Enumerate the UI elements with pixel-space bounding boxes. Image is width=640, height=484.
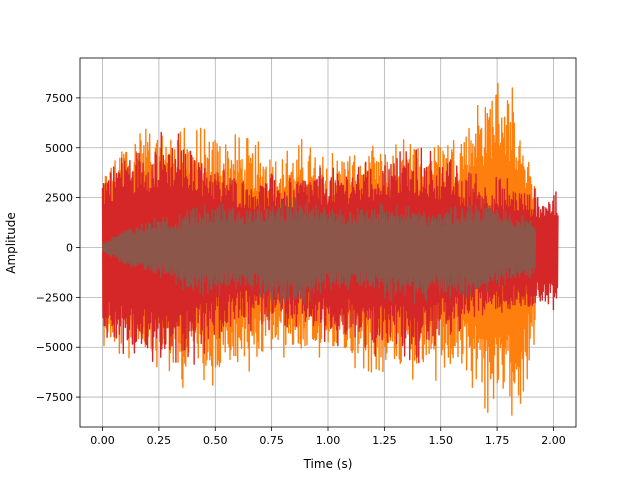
series-line-2 [101, 197, 537, 306]
x-tick-label: 1.25 [372, 434, 397, 447]
y-tick-label: −5000 [36, 341, 73, 354]
x-tick-label: 0.50 [203, 434, 228, 447]
y-tick-label: −2500 [36, 291, 73, 304]
y-tick-label: 0 [66, 241, 73, 254]
y-tick-label: −7500 [36, 391, 73, 404]
y-tick-label: 2500 [45, 192, 73, 205]
y-tick-label: 5000 [45, 142, 73, 155]
x-tick-label: 2.00 [541, 434, 566, 447]
x-tick-label: 1.50 [428, 434, 453, 447]
x-tick-label: 0.75 [259, 434, 284, 447]
x-axis-label: Time (s) [303, 457, 353, 471]
x-tick-label: 0.25 [147, 434, 172, 447]
y-tick-label: 7500 [45, 92, 73, 105]
x-tick-label: 1.75 [485, 434, 510, 447]
series-line-1 [101, 131, 559, 365]
series-layer [101, 82, 559, 416]
x-axis-ticks: 0.00 0.25 0.50 0.75 1.00 1.25 1.50 1.75 2.00 [90, 427, 566, 447]
y-axis-label: Amplitude [4, 212, 18, 274]
y-axis-ticks: −7500 −5000 −2500 0 2500 5000 7500 [36, 92, 80, 404]
x-tick-label: 0.00 [90, 434, 115, 447]
x-tick-label: 1.00 [316, 434, 341, 447]
